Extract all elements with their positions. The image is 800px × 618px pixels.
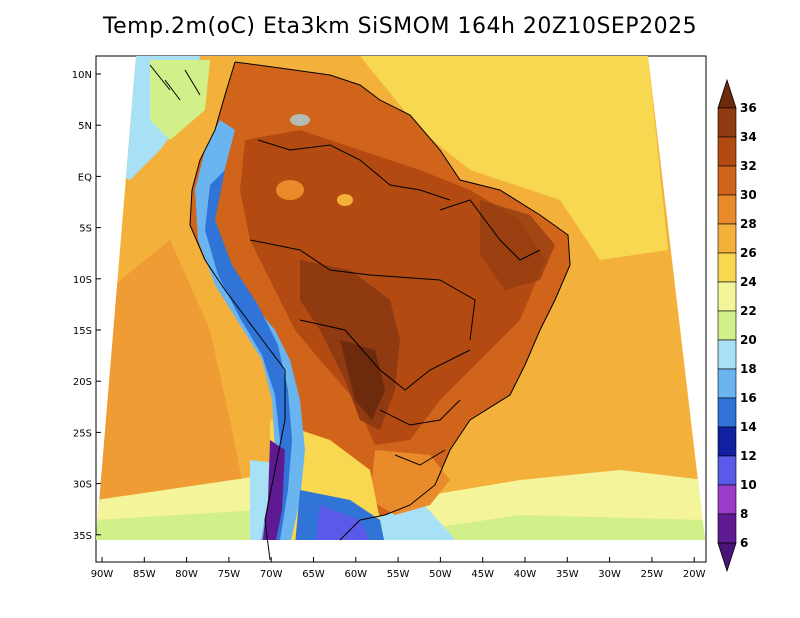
colorbar-label: 6 xyxy=(740,536,748,550)
colorbar-segment xyxy=(717,281,737,312)
lon-tick-label: 25W xyxy=(641,569,664,580)
border-northeast xyxy=(439,199,541,261)
colorbar-label: 26 xyxy=(740,246,757,260)
colorbar-segment xyxy=(717,513,737,544)
colorbar-label: 14 xyxy=(740,420,757,434)
central-america xyxy=(149,64,201,101)
colorbar-top-arrow xyxy=(717,78,737,109)
lat-tick-label: 5N xyxy=(78,121,92,132)
lat-tick-label: 30S xyxy=(73,480,92,491)
border-paraguay xyxy=(379,399,461,426)
colorbar-label: 10 xyxy=(740,478,757,492)
uruguay-28-30 xyxy=(370,450,450,515)
colorbar-segment xyxy=(717,397,737,428)
lat-tick-label: 10N xyxy=(72,70,92,81)
colorbar-label: 36 xyxy=(740,101,757,115)
lon-tick-label: 30W xyxy=(598,569,621,580)
colorbar-segment xyxy=(717,426,737,457)
patagonia-10-12 xyxy=(315,505,372,540)
lon-tick-label: 70W xyxy=(260,569,283,580)
lon-tick-label: 85W xyxy=(133,569,156,580)
andes-12-16 xyxy=(205,170,292,540)
colorbar-label: 30 xyxy=(740,188,757,202)
colorbar-segment xyxy=(717,223,737,254)
pacific-coastline xyxy=(189,61,286,561)
colorbar-segment xyxy=(717,194,737,225)
lon-tick-label: 60W xyxy=(344,569,367,580)
pacific-28-30 xyxy=(96,240,250,540)
lat-tick-label: 25S xyxy=(73,428,92,439)
colorbar-segment xyxy=(717,107,737,138)
amazon-spot-1 xyxy=(276,180,304,200)
colorbar-label: 24 xyxy=(740,275,757,289)
colorbar-segment xyxy=(717,310,737,341)
longitude-axis: 90W 85W 80W 75W 70W 65W 60W 55W 50W 45W 40W 35W 30W 2… xyxy=(91,557,706,580)
colorbar-segment xyxy=(717,368,737,399)
colorbar-label: 32 xyxy=(740,159,757,173)
border-central xyxy=(249,239,476,341)
border-north xyxy=(257,139,451,201)
colorbar: 36 34 32 30 28 26 24 22 20 18 16 14 12 10 8 6 xyxy=(717,78,757,573)
lat-tick-label: 20S xyxy=(73,377,92,388)
lon-tick-label: 40W xyxy=(514,569,537,580)
lon-tick-label: 50W xyxy=(429,569,452,580)
colorbar-segment xyxy=(717,136,737,167)
colorbar-label: 20 xyxy=(740,333,757,347)
lat-tick-label: 15S xyxy=(73,326,92,337)
ocean-24-26 xyxy=(360,56,668,260)
lat-tick-label: 10S xyxy=(73,275,92,286)
lon-tick-label: 75W xyxy=(218,569,241,580)
map-title: Temp.2m(oC) Eta3km SiSMOM 164h 20Z10SEP2… xyxy=(102,14,698,39)
colorbar-label: 22 xyxy=(740,304,757,318)
colorbar-segment xyxy=(717,339,737,370)
south-band-20-22 xyxy=(96,510,705,540)
lon-tick-label: 80W xyxy=(175,569,198,580)
colorbar-segment xyxy=(717,165,737,196)
lon-tick-label: 20W xyxy=(683,569,706,580)
lat-tick-label: 5S xyxy=(79,224,92,235)
atlantic-coastline xyxy=(234,61,571,541)
lon-tick-label: 35W xyxy=(556,569,579,580)
colorbar-bottom-arrow xyxy=(717,542,737,573)
lat-tick-label: EQ xyxy=(78,172,92,183)
latitude-axis: 10N 5N EQ 5S 10S 15S 20S 25S 30S 35S xyxy=(72,70,101,542)
colorbar-label: 8 xyxy=(740,507,748,521)
colorbar-label: 12 xyxy=(740,449,757,463)
andes-6-8 xyxy=(262,440,285,540)
colorbar-segment xyxy=(717,455,737,486)
border-bolivia xyxy=(299,319,471,391)
colorbar-label: 28 xyxy=(740,217,757,231)
lon-tick-label: 90W xyxy=(91,569,114,580)
lon-tick-label: 65W xyxy=(302,569,325,580)
amazon-spot-2 xyxy=(337,194,353,206)
lon-tick-label: 45W xyxy=(471,569,494,580)
colorbar-segment xyxy=(717,484,737,515)
land-above-36 xyxy=(340,340,385,420)
northeast-hot xyxy=(480,200,555,290)
lon-tick-label: 55W xyxy=(387,569,410,580)
colorbar-segment xyxy=(717,252,737,283)
lat-tick-label: 35S xyxy=(73,531,92,542)
guiana-cool-spot xyxy=(290,114,310,126)
temperature-field xyxy=(96,56,705,540)
border-south xyxy=(394,449,446,466)
land-32-34 xyxy=(240,130,545,445)
colorbar-label: 18 xyxy=(740,362,757,376)
colorbar-label: 34 xyxy=(740,130,757,144)
political-boundaries xyxy=(149,61,571,561)
colorbar-label: 16 xyxy=(740,391,757,405)
